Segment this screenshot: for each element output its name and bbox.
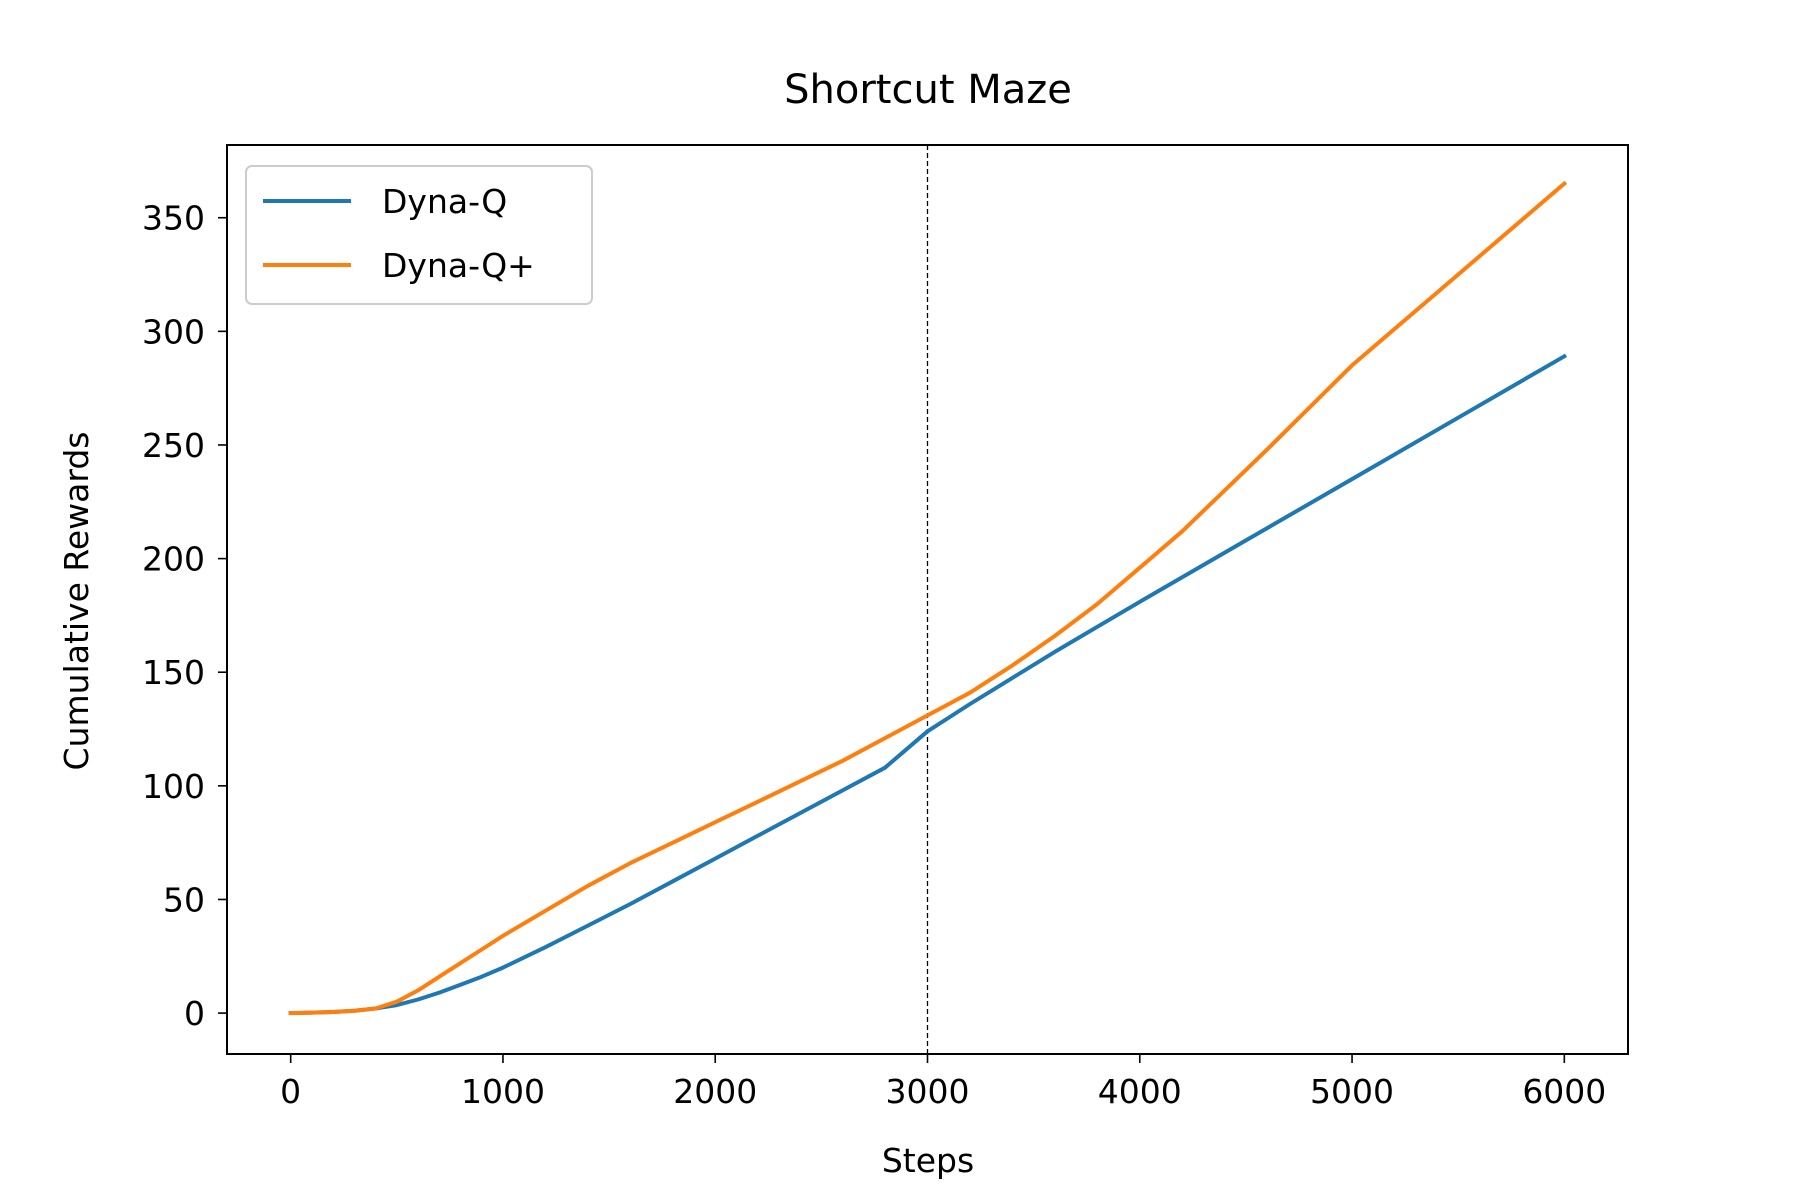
x-tick-label: 4000 — [1098, 1072, 1182, 1111]
x-tick-label: 5000 — [1310, 1072, 1394, 1111]
y-tick-label: 350 — [142, 199, 205, 238]
legend-label: Dyna-Q — [382, 182, 507, 221]
y-tick-label: 150 — [142, 653, 205, 692]
x-axis-label: Steps — [882, 1141, 974, 1180]
series-line-dyna-q-plus — [288, 180, 1568, 1016]
x-tick-label: 1000 — [461, 1072, 545, 1111]
chart-title: Shortcut Maze — [784, 67, 1072, 113]
y-tick-label: 100 — [142, 767, 205, 806]
x-tick-label: 2000 — [673, 1072, 757, 1111]
y-tick-label: 0 — [184, 994, 205, 1033]
x-tick-label: 3000 — [886, 1072, 970, 1111]
y-tick-label: 250 — [142, 426, 205, 465]
series-line-dyna-q — [288, 353, 1568, 1016]
y-axis-label: Cumulative Rewards — [57, 432, 96, 771]
legend-label: Dyna-Q+ — [382, 246, 535, 285]
x-tick-label: 0 — [280, 1072, 301, 1111]
legend: Dyna-Q Dyna-Q+ — [245, 165, 593, 305]
y-tick-label: 200 — [142, 540, 205, 579]
y-tick-label: 300 — [142, 312, 205, 351]
y-tick-label: 50 — [163, 880, 205, 919]
x-tick-label: 6000 — [1522, 1072, 1606, 1111]
plot-area: 0 1000 2000 3000 4000 5000 6000 0 50 100 150 200 250… — [142, 144, 1629, 1111]
